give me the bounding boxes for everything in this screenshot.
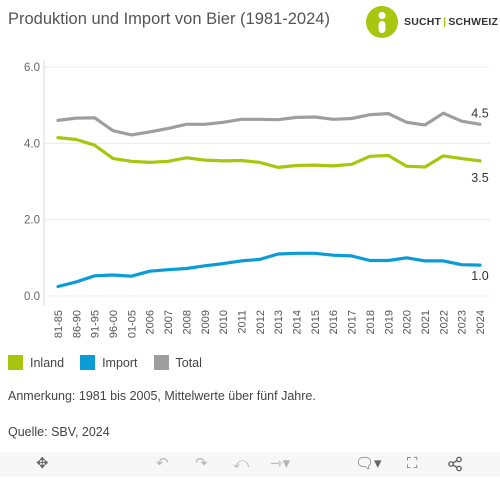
x-tick-label: 2011: [236, 310, 248, 334]
x-tick-label: 01-05: [126, 310, 138, 338]
x-tick-label: 91-95: [90, 310, 102, 338]
series-line-import[interactable]: [56, 251, 482, 289]
x-tick-label: 2008: [181, 310, 193, 334]
move-icon[interactable]: ✥: [36, 455, 49, 472]
legend-swatch-inland: [8, 355, 23, 370]
series-line-total[interactable]: [56, 111, 482, 137]
x-tick-label: 2006: [145, 310, 157, 334]
y-axis-ticks: 0.0 2.0 4.0 6.0: [24, 62, 40, 303]
refresh-dropdown-icon[interactable]: ⇾▾: [270, 455, 291, 472]
end-label-inland: 3.5: [471, 171, 488, 185]
x-tick-label: 2012: [255, 310, 267, 334]
x-tick-label: 81-85: [53, 310, 65, 338]
y-tick-label: 2.0: [24, 215, 40, 227]
sucht-schweiz-logo: SUCHT | SCHWEIZ: [366, 6, 498, 38]
x-tick-label: 2021: [420, 310, 432, 334]
logo-person-icon: [366, 6, 398, 38]
chart-source: Quelle: SBV, 2024: [8, 425, 110, 439]
legend-label-total: Total: [175, 355, 202, 370]
x-tick-label: 2022: [438, 310, 450, 334]
legend-swatch-import: [80, 355, 96, 370]
undo-icon[interactable]: ↶: [156, 455, 169, 472]
x-tick-label: 2023: [457, 310, 469, 334]
x-tick-label: 2019: [383, 310, 395, 334]
x-tick-label: 2010: [218, 310, 230, 334]
x-tick-label: 2017: [347, 310, 359, 334]
x-tick-label: 2015: [310, 310, 322, 334]
x-tick-label: 2009: [200, 310, 212, 334]
revert-icon[interactable]: ⤺: [233, 455, 250, 472]
fullscreen-icon[interactable]: ⛶: [407, 455, 418, 472]
logo-text: SUCHT | SCHWEIZ: [404, 16, 498, 28]
grid-lines: [43, 60, 490, 305]
y-tick-label: 6.0: [24, 62, 40, 74]
y-tick-label: 0.0: [24, 291, 40, 303]
comment-dropdown-icon[interactable]: 🗨▾: [355, 455, 382, 472]
chart-title: Produktion und Import von Bier (1981-202…: [8, 10, 330, 28]
legend-swatch-total: [153, 355, 169, 370]
x-tick-label: 2016: [328, 310, 340, 334]
logo-separator: |: [443, 16, 447, 28]
end-label-total: 4.5: [471, 106, 488, 120]
legend-label-import: Import: [102, 355, 138, 370]
share-icon[interactable]: [447, 454, 463, 478]
legend: Inland Import Total: [8, 355, 218, 370]
x-tick-label: 96-00: [108, 310, 120, 338]
end-label-import: 1.0: [471, 269, 488, 283]
y-tick-label: 4.0: [24, 138, 40, 150]
x-axis-ticks: 81-85 86-90 91-95 96-00 01-05 2006 2007 2008 200…: [53, 310, 487, 338]
x-tick-label: 2020: [402, 310, 414, 334]
legend-label-inland: Inland: [30, 355, 65, 370]
x-tick-label: 86-90: [71, 310, 83, 338]
legend-item-inland[interactable]: Inland: [8, 355, 64, 370]
logo-text-left: SUCHT: [404, 16, 442, 28]
x-tick-label: 2007: [163, 310, 175, 334]
viz-toolbar: ✥ ↶ ↷ ⤺ ⇾▾ 🗨▾ ⛶: [0, 452, 500, 477]
logo-text-right: SCHWEIZ: [448, 16, 499, 28]
x-tick-label: 2018: [365, 310, 377, 334]
chart-note: Anmerkung: 1981 bis 2005, Mittelwerte üb…: [8, 389, 316, 403]
end-labels: 3.5 1.0 4.5: [471, 106, 488, 283]
redo-icon[interactable]: ↷: [195, 455, 208, 472]
x-tick-label: 2014: [292, 310, 304, 334]
line-chart: 0.0 2.0 4.0 6.0 81-85 86-90 91-95 96-00 01-05 20…: [24, 60, 490, 338]
x-tick-label: 2013: [273, 310, 285, 334]
legend-item-total[interactable]: Total: [153, 355, 202, 370]
legend-item-import[interactable]: Import: [80, 355, 138, 370]
x-tick-label: 2024: [475, 310, 487, 334]
series-lines: [56, 111, 482, 289]
series-line-inland[interactable]: [56, 136, 482, 169]
